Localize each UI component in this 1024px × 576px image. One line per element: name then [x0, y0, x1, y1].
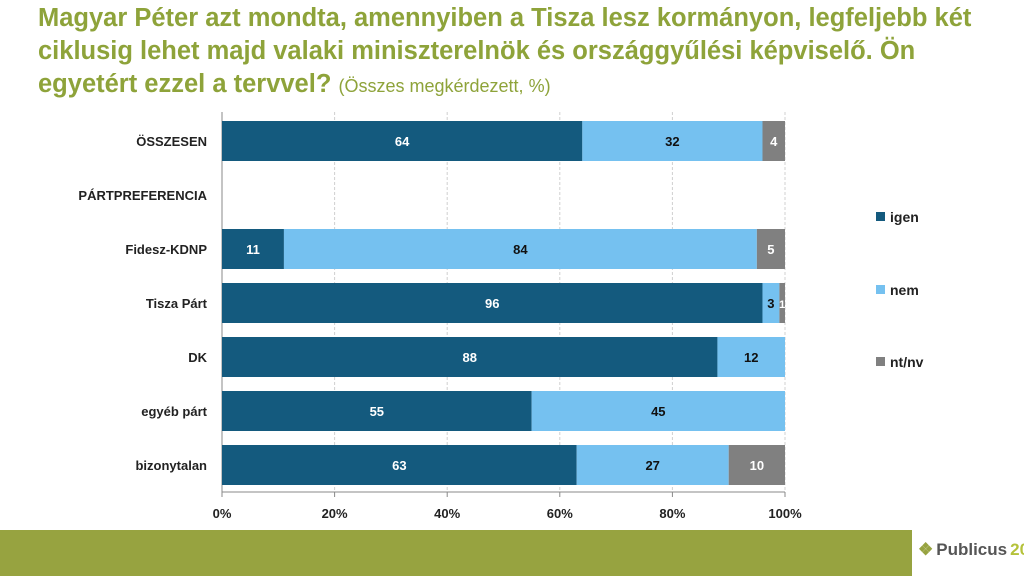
bar-nt-nv [779, 283, 785, 323]
category-label: ÖSSZESEN [136, 134, 207, 149]
data-label: 63 [392, 458, 406, 473]
data-label: 4 [770, 134, 778, 149]
data-label: 45 [651, 404, 665, 419]
legend-swatch [876, 212, 885, 221]
bar-igen [222, 445, 577, 485]
data-label: 11 [246, 242, 260, 257]
x-tick-label: 0% [213, 506, 232, 521]
category-label: DK [188, 350, 207, 365]
category-label: PÁRTPREFERENCIA [78, 188, 207, 203]
bar-nt-nv [728, 445, 785, 485]
x-tick-label: 80% [659, 506, 685, 521]
data-label: 64 [395, 134, 410, 149]
x-tick-label: 20% [322, 506, 348, 521]
bar-nt-nv [756, 229, 785, 269]
legend-label: nt/nv [890, 354, 924, 370]
category-label: Fidesz-KDNP [125, 242, 207, 257]
data-label: 55 [370, 404, 384, 419]
data-label: 5 [767, 242, 774, 257]
bar-igen [222, 283, 763, 323]
subtitle: (Összes megkérdezett, %) [338, 76, 551, 96]
bar-igen [222, 121, 583, 161]
legend-label: nem [890, 282, 919, 298]
legend-swatch [876, 357, 885, 366]
data-label: 32 [665, 134, 679, 149]
bar-nem [283, 229, 757, 269]
bar-nem [762, 283, 780, 323]
category-label: Tisza Párt [146, 296, 208, 311]
stacked-bar-chart: 0% 20% 40% 60% 80% 100% ÖSSZESEN 64 32 4 PÁRTPREFE… [78, 112, 924, 521]
logo-name: Publicus [936, 540, 1008, 559]
chart-title: Magyar Péter azt mondta, amennyiben a Ti… [38, 2, 1008, 103]
data-label: 27 [645, 458, 659, 473]
data-label: 84 [513, 242, 528, 257]
bar-nem [582, 121, 763, 161]
category-label: egyéb párt [141, 404, 207, 419]
bar-igen [222, 337, 718, 377]
title-text: Magyar Péter azt mondta, amennyiben a Ti… [38, 4, 972, 98]
category-label: bizonytalan [135, 458, 207, 473]
publicus-logo: ❖Publicus20 [918, 540, 1024, 560]
data-label: 88 [462, 350, 476, 365]
footer-bar [0, 530, 912, 576]
bar-igen [222, 391, 532, 431]
data-label: 10 [750, 458, 764, 473]
x-tick-label: 60% [547, 506, 573, 521]
bar-igen [222, 229, 284, 269]
bar-nem [531, 391, 785, 431]
logo-icon: ❖ [918, 540, 934, 559]
x-tick-label: 40% [434, 506, 460, 521]
x-tick-label: 100% [768, 506, 802, 521]
bar-nem [717, 337, 785, 377]
bar-nem [576, 445, 729, 485]
data-label: 12 [744, 350, 758, 365]
logo-number: 20 [1010, 540, 1024, 559]
legend-label: igen [890, 209, 919, 225]
data-label: 3 [767, 296, 774, 311]
data-label: 1 [779, 299, 785, 311]
data-label: 96 [485, 296, 499, 311]
bar-nt-nv [762, 121, 785, 161]
legend-swatch [876, 285, 885, 294]
